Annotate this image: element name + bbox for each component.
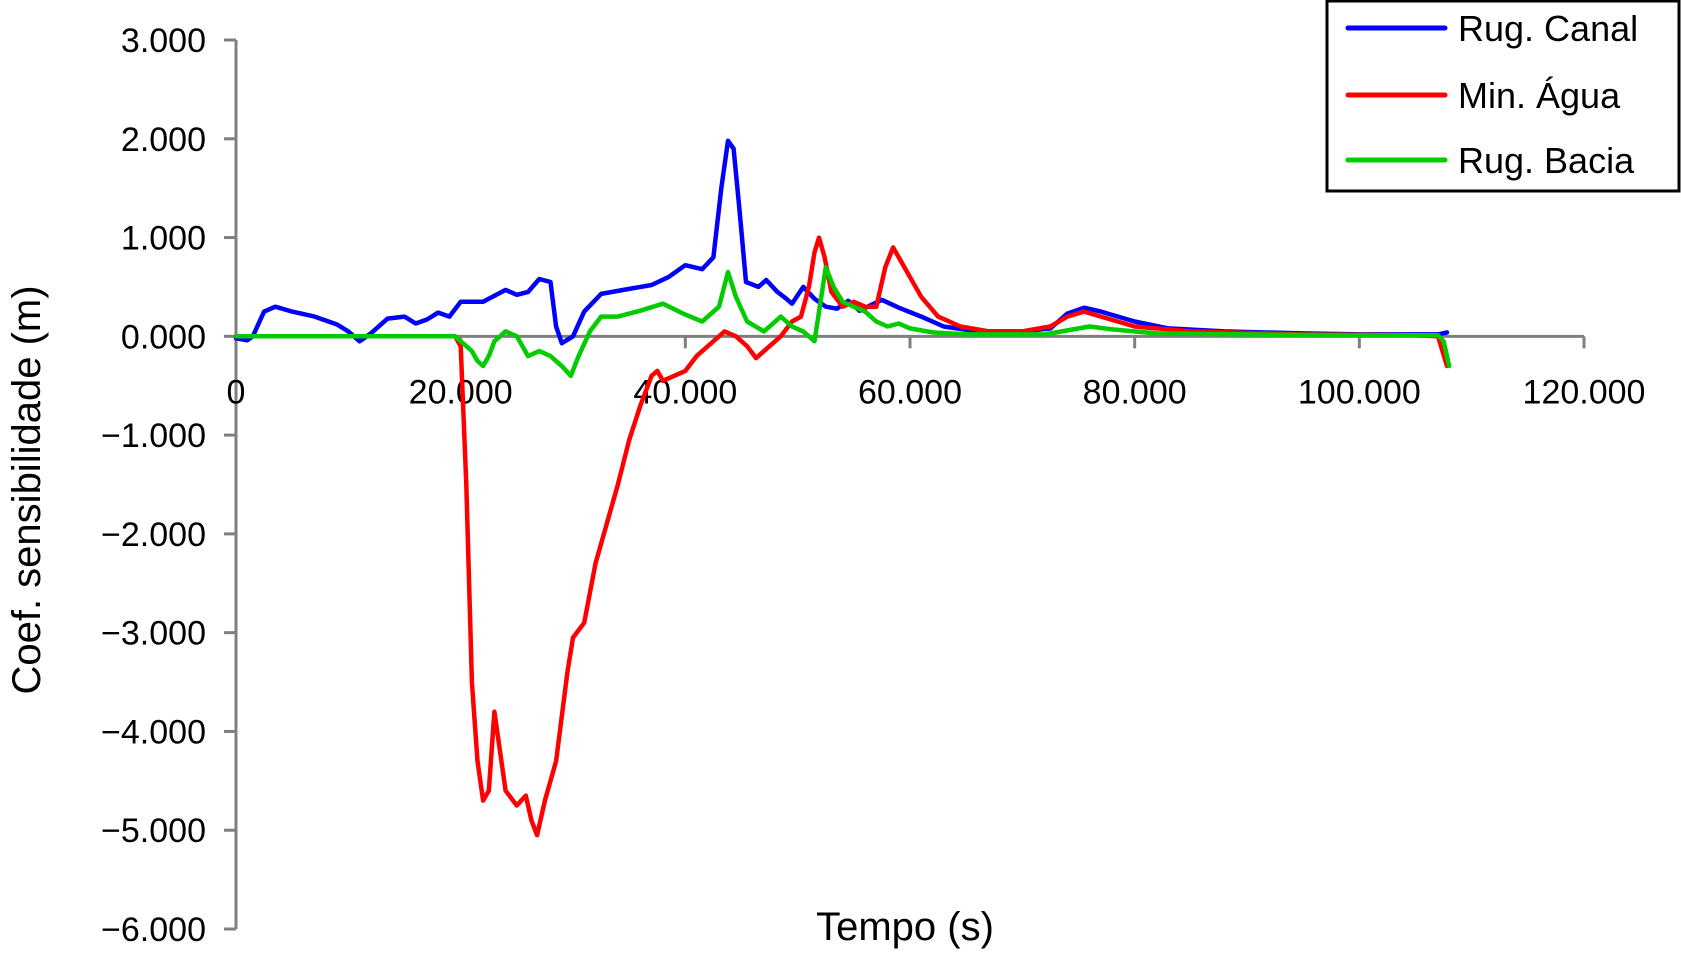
series-lines [233, 138, 1452, 838]
y-tick-label: −6.000 [101, 911, 206, 949]
y-tick-label: −2.000 [101, 516, 206, 554]
x-tick-label: 60.000 [858, 373, 962, 411]
series-line-3 [233, 264, 1452, 379]
legend-label: Rug. Bacia [1458, 140, 1635, 181]
legend: Rug. Canal Min. Água Rug. Bacia [1325, 0, 1681, 193]
legend-items: Rug. Canal Min. Água Rug. Bacia [1345, 8, 1638, 181]
y-tick-label: 0.000 [121, 318, 206, 356]
x-axis-title: Tempo (s) [816, 905, 994, 949]
legend-label: Min. Água [1458, 75, 1621, 116]
y-tick-label: 3.000 [121, 22, 206, 60]
y-tick-label: −4.000 [101, 713, 206, 751]
y-axis-ticks: 3.000 2.000 1.000 0.000 −1.000 −2.000 −3.000 −4… [101, 22, 236, 949]
series-line-1 [233, 138, 1450, 346]
y-tick-label: −3.000 [101, 615, 206, 653]
y-axis-title: Coef. sensibilidade (m) [5, 285, 49, 694]
x-tick-label: 120.000 [1523, 373, 1646, 411]
series-line-2 [233, 235, 1450, 838]
x-tick-label: 100.000 [1298, 373, 1421, 411]
x-tick-label: 0 [227, 373, 246, 411]
y-tick-label: 2.000 [121, 121, 206, 159]
x-tick-label: 80.000 [1083, 373, 1187, 411]
y-tick-label: 1.000 [121, 220, 206, 258]
y-tick-label: −1.000 [101, 417, 206, 455]
y-tick-label: −5.000 [101, 812, 206, 850]
x-axis-ticks: 0 20.000 40.000 60.000 80.000 100.000 120.000 [227, 336, 1646, 411]
legend-label: Rug. Canal [1458, 8, 1638, 49]
